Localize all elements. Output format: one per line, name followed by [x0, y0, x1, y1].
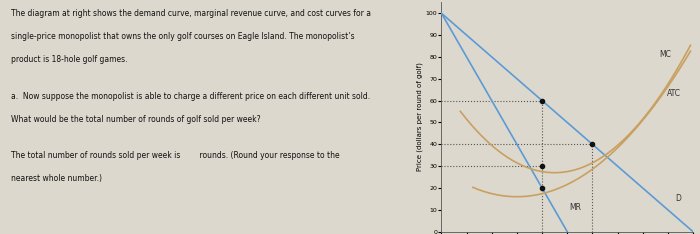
Text: MC: MC [659, 50, 671, 59]
Y-axis label: Price (dollars per round of golf): Price (dollars per round of golf) [416, 62, 423, 172]
Text: MR: MR [570, 203, 582, 212]
Text: ATC: ATC [666, 89, 680, 98]
Point [587, 143, 598, 146]
Text: The total number of rounds sold per week is        rounds. (Round your response : The total number of rounds sold per week… [11, 151, 340, 160]
Point [536, 186, 547, 190]
Text: The diagram at right shows the demand curve, marginal revenue curve, and cost cu: The diagram at right shows the demand cu… [11, 9, 371, 18]
Text: nearest whole number.): nearest whole number.) [11, 174, 102, 183]
Text: a.  Now suppose the monopolist is able to charge a different price on each diffe: a. Now suppose the monopolist is able to… [11, 92, 370, 101]
Point [536, 99, 547, 102]
Text: product is 18-hole golf games.: product is 18-hole golf games. [11, 55, 128, 64]
Text: What would be the total number of rounds of golf sold per week?: What would be the total number of rounds… [11, 115, 261, 124]
Text: single-price monopolist that owns the only golf courses on Eagle Island. The mon: single-price monopolist that owns the on… [11, 32, 355, 41]
Text: D: D [676, 194, 681, 203]
Point [536, 164, 547, 168]
